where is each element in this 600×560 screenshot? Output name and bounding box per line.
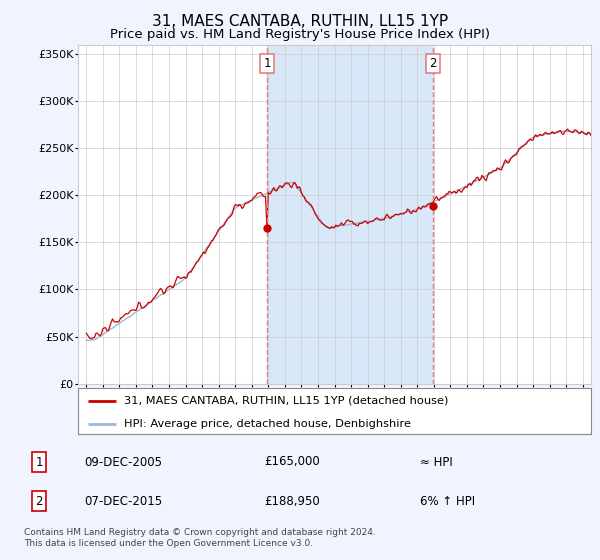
- Text: 2: 2: [35, 494, 43, 508]
- Text: 6% ↑ HPI: 6% ↑ HPI: [420, 494, 475, 508]
- Bar: [268, 45, 433, 384]
- Text: 07-DEC-2015: 07-DEC-2015: [84, 494, 162, 508]
- Text: ≈ HPI: ≈ HPI: [420, 455, 453, 469]
- Text: 31, MAES CANTABA, RUTHIN, LL15 1YP (detached house): 31, MAES CANTABA, RUTHIN, LL15 1YP (deta…: [124, 396, 449, 406]
- Text: £165,000: £165,000: [264, 455, 320, 469]
- Text: 09-DEC-2005: 09-DEC-2005: [84, 455, 162, 469]
- Text: HPI: Average price, detached house, Denbighshire: HPI: Average price, detached house, Denb…: [124, 419, 411, 429]
- Text: 1: 1: [263, 57, 271, 70]
- Text: 1: 1: [35, 455, 43, 469]
- Text: Price paid vs. HM Land Registry's House Price Index (HPI): Price paid vs. HM Land Registry's House …: [110, 28, 490, 41]
- Text: 2: 2: [429, 57, 437, 70]
- Text: Contains HM Land Registry data © Crown copyright and database right 2024.
This d: Contains HM Land Registry data © Crown c…: [24, 528, 376, 548]
- Text: 31, MAES CANTABA, RUTHIN, LL15 1YP: 31, MAES CANTABA, RUTHIN, LL15 1YP: [152, 14, 448, 29]
- Text: £188,950: £188,950: [264, 494, 320, 508]
